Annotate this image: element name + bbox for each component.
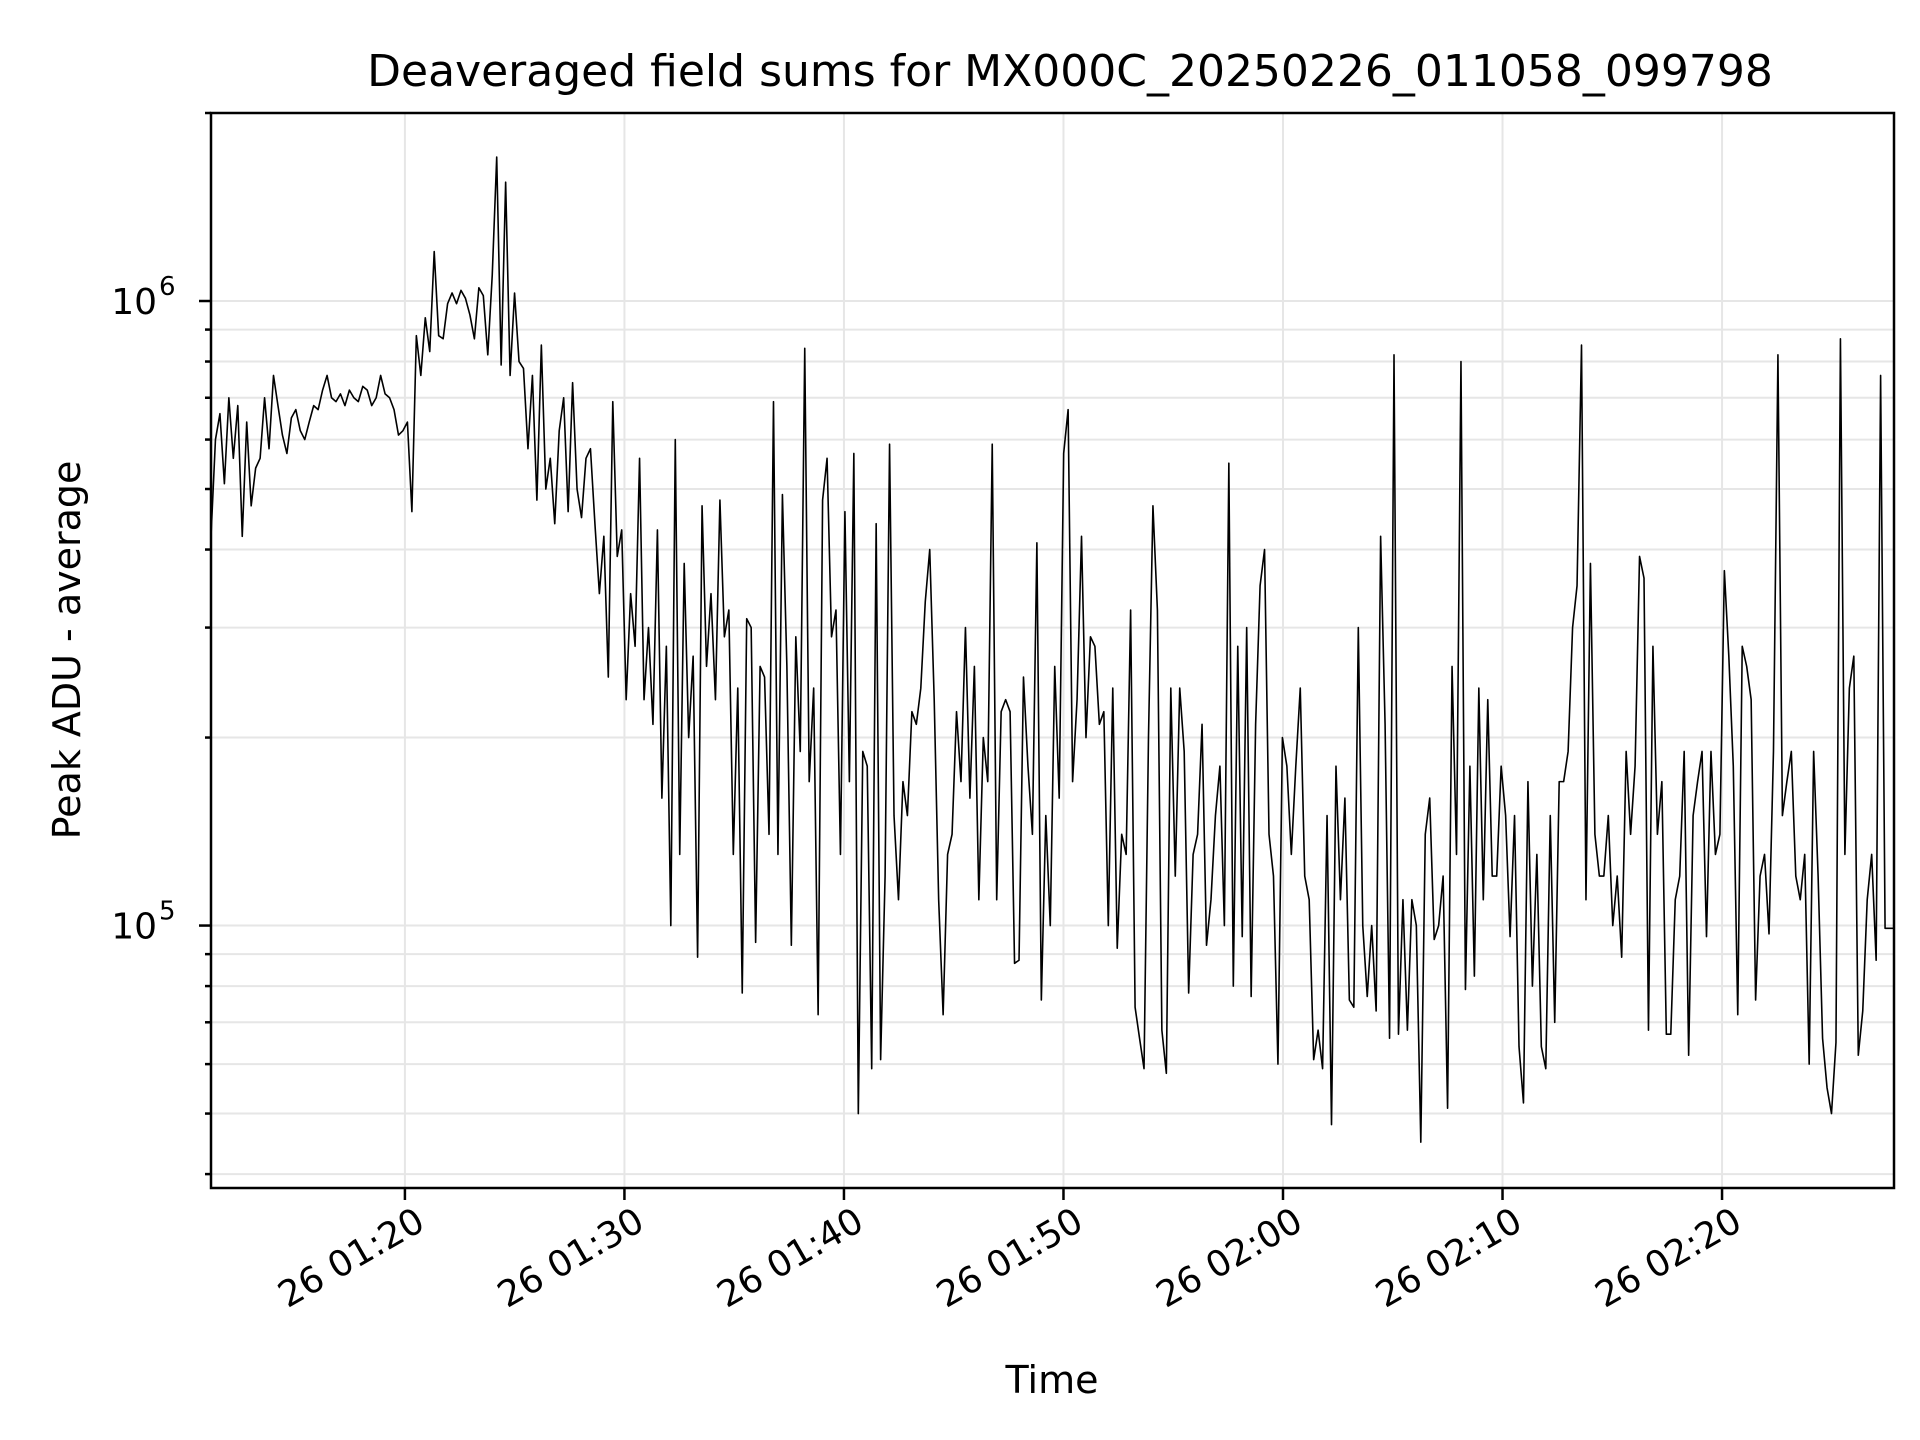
x-tick-label: 26 01:30 [491,1200,651,1316]
x-tick-label: 26 02:10 [1369,1200,1529,1316]
series-layer [210,156,1894,1143]
y-tick-label: 10 [111,907,157,948]
y-tick-label-exponent: 5 [159,897,176,927]
x-tick-label: 26 02:00 [1150,1200,1310,1316]
y-tick-label: 10 [111,282,157,323]
series-line-0 [210,156,1894,1143]
y-tick-label-base: 10 [111,282,157,323]
x-tick-label: 26 01:20 [271,1200,431,1316]
grid-layer [211,112,1894,1188]
plot-frame [209,111,1896,1190]
y-tick-label-exponent: 6 [159,272,176,302]
y-axis-label: Peak ADU - average [45,461,89,840]
chart-title: Deaveraged field sums for MX000C_2025022… [367,46,1773,97]
x-tick-label: 26 01:40 [711,1200,871,1316]
y-tick-label-base: 10 [111,907,157,948]
x-axis-label: Time [1005,1358,1099,1402]
x-tick-label: 26 02:20 [1589,1200,1749,1316]
x-tick-label: 26 01:50 [930,1200,1090,1316]
